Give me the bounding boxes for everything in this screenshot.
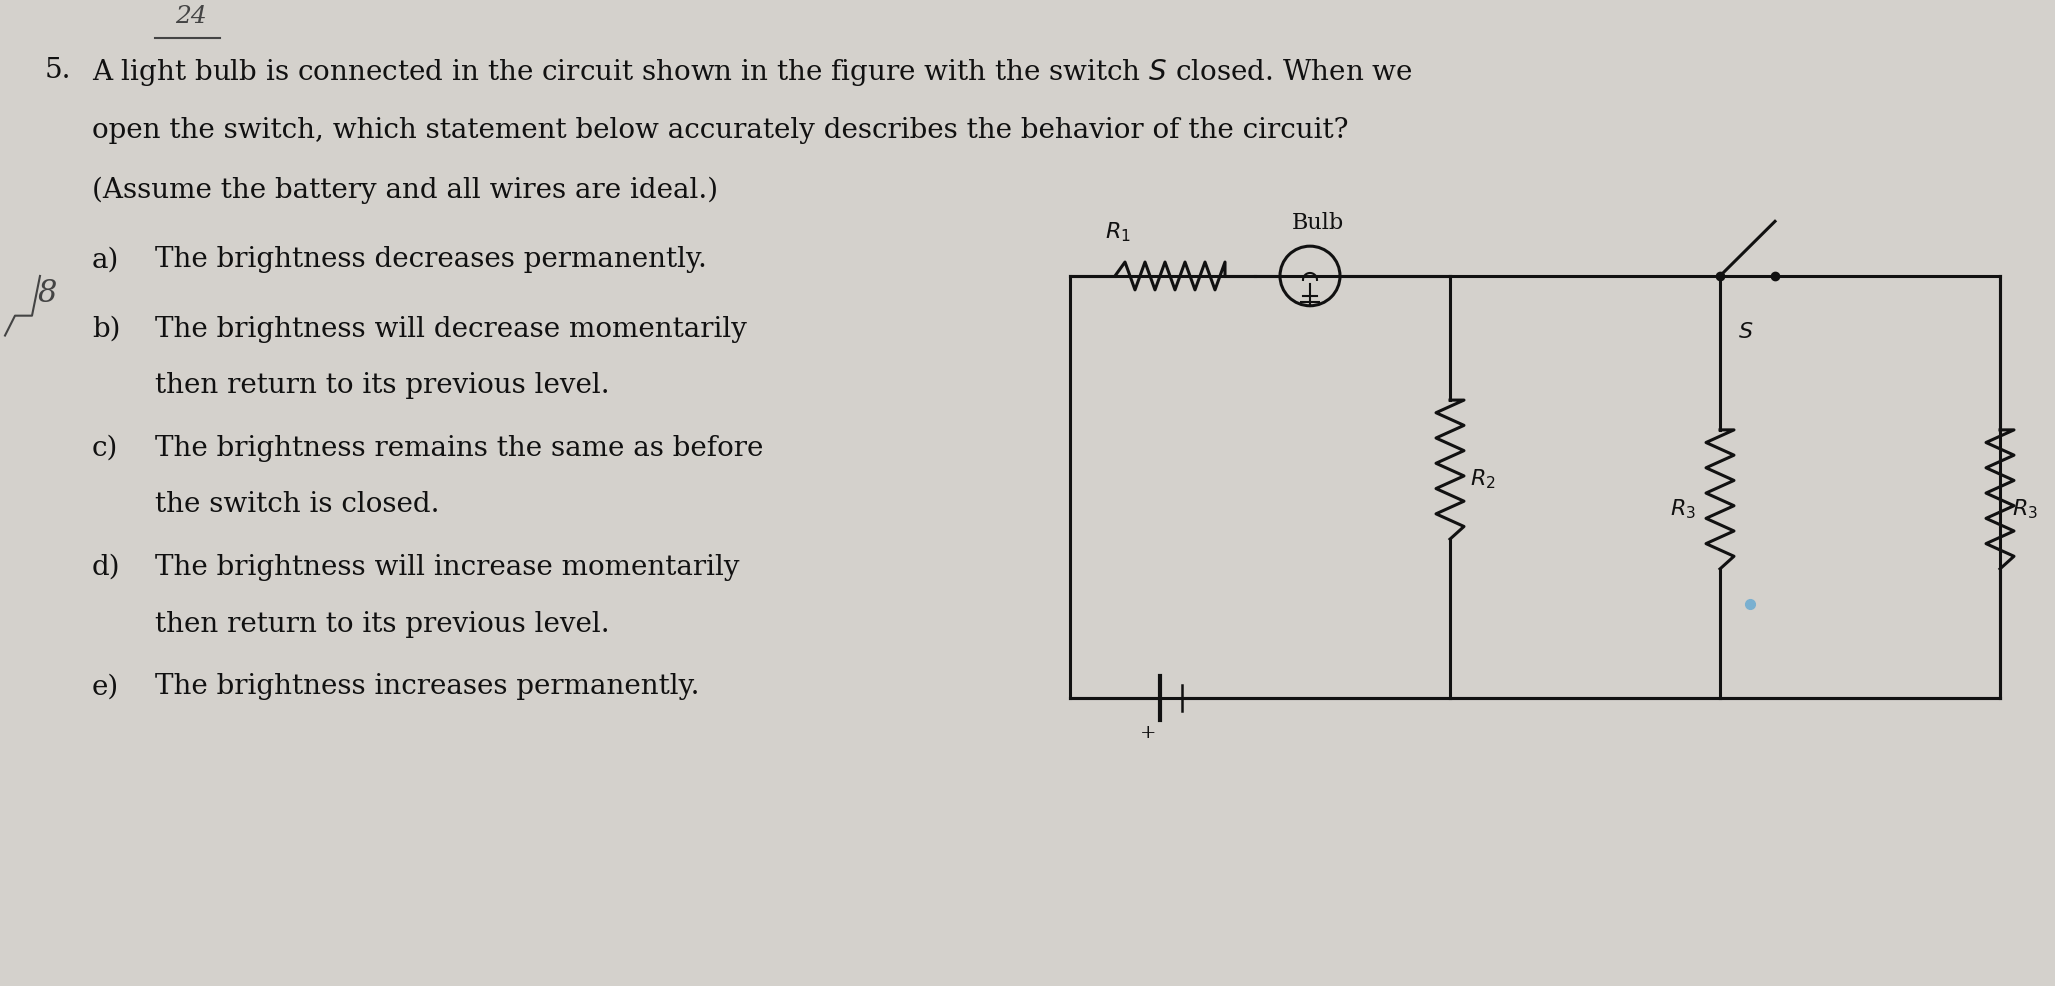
Text: 8: 8 [37, 278, 58, 309]
Text: e): e) [92, 673, 119, 700]
Text: The brightness will increase momentarily: The brightness will increase momentarily [154, 554, 740, 581]
Text: $R_3$: $R_3$ [1671, 498, 1695, 522]
Text: b): b) [92, 316, 121, 343]
Text: then return to its previous level.: then return to its previous level. [154, 610, 610, 638]
Text: A light bulb is connected in the circuit shown in the figure with the switch $S$: A light bulb is connected in the circuit… [92, 57, 1412, 89]
Text: then return to its previous level.: then return to its previous level. [154, 373, 610, 399]
Text: The brightness will decrease momentarily: The brightness will decrease momentarily [154, 316, 746, 343]
Text: $S$: $S$ [1739, 320, 1753, 343]
Text: (Assume the battery and all wires are ideal.): (Assume the battery and all wires are id… [92, 176, 717, 204]
Text: open the switch, which statement below accurately describes the behavior of the : open the switch, which statement below a… [92, 117, 1348, 144]
Text: The brightness remains the same as before: The brightness remains the same as befor… [154, 435, 762, 461]
Text: +: + [1141, 724, 1157, 741]
Text: Bulb: Bulb [1293, 212, 1344, 235]
Text: a): a) [92, 246, 119, 273]
Text: 24: 24 [175, 5, 208, 28]
Text: the switch is closed.: the switch is closed. [154, 491, 440, 519]
Text: d): d) [92, 554, 121, 581]
Text: $R_1$: $R_1$ [1106, 221, 1130, 245]
Text: The brightness increases permanently.: The brightness increases permanently. [154, 673, 699, 700]
Text: $R_3$: $R_3$ [2012, 498, 2039, 522]
Text: The brightness decreases permanently.: The brightness decreases permanently. [154, 246, 707, 273]
Text: 5.: 5. [45, 57, 72, 85]
Text: $R_2$: $R_2$ [1469, 467, 1496, 491]
Text: c): c) [92, 435, 119, 461]
